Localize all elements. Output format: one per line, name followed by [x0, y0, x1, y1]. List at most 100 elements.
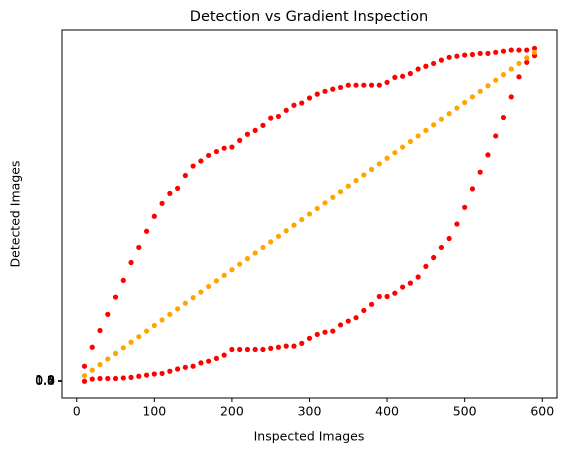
point	[438, 244, 444, 251]
y-axis-label: Detected Images	[8, 161, 23, 268]
point	[431, 60, 437, 67]
point	[330, 328, 336, 334]
point	[454, 221, 460, 227]
point	[337, 322, 344, 328]
point	[213, 278, 219, 284]
point	[275, 233, 282, 239]
point	[252, 127, 258, 133]
point	[89, 376, 95, 382]
point	[368, 82, 375, 88]
point	[500, 48, 507, 54]
point	[105, 311, 111, 317]
point	[143, 328, 150, 334]
point	[182, 172, 188, 179]
point	[345, 183, 351, 189]
x-tick-label: 0	[73, 404, 81, 419]
point	[89, 344, 95, 350]
point	[283, 107, 289, 113]
point	[493, 77, 499, 83]
point	[431, 122, 437, 128]
point	[237, 346, 243, 353]
point	[221, 145, 227, 151]
point	[229, 144, 235, 150]
x-tick-label: 300	[298, 404, 322, 419]
x-tick-label: 600	[530, 404, 554, 419]
point	[213, 148, 219, 155]
point	[198, 360, 204, 366]
point	[190, 163, 196, 169]
point	[97, 375, 103, 382]
point	[462, 204, 468, 210]
point	[423, 127, 429, 133]
point	[508, 47, 514, 53]
point	[229, 267, 235, 273]
point	[151, 322, 157, 329]
point	[392, 290, 398, 296]
point	[407, 280, 413, 286]
point	[392, 150, 398, 156]
point	[291, 102, 297, 108]
point	[345, 82, 351, 88]
point	[159, 200, 165, 207]
point	[136, 373, 142, 379]
point	[120, 345, 126, 351]
point	[438, 57, 444, 63]
point	[268, 345, 274, 351]
y-tick-label: 0.0	[35, 373, 55, 388]
point	[477, 169, 483, 175]
point	[268, 239, 274, 245]
point	[431, 254, 437, 261]
point	[462, 99, 468, 106]
point	[229, 346, 235, 353]
point	[446, 235, 452, 242]
point	[322, 329, 328, 335]
point	[244, 346, 251, 353]
point	[237, 261, 243, 267]
point	[407, 138, 413, 145]
point	[112, 375, 119, 382]
point	[275, 113, 282, 120]
point	[306, 95, 313, 101]
point	[136, 244, 142, 251]
point	[477, 88, 483, 94]
point	[120, 277, 126, 283]
point	[175, 185, 181, 191]
point	[306, 211, 313, 217]
point	[283, 343, 289, 349]
point	[198, 289, 204, 295]
x-tick-label: 500	[453, 404, 477, 419]
point	[128, 339, 134, 345]
point	[493, 49, 499, 55]
point	[252, 346, 258, 353]
point	[345, 318, 351, 324]
point	[407, 70, 413, 77]
point	[384, 155, 390, 161]
point	[531, 45, 538, 52]
y-tick-label: 0.2	[35, 373, 55, 388]
point	[314, 205, 320, 212]
point	[283, 228, 289, 234]
chart-title: Detection vs Gradient Inspection	[190, 9, 428, 25]
point	[330, 194, 336, 200]
point	[175, 366, 181, 372]
point	[508, 66, 514, 72]
point	[112, 294, 119, 300]
point	[105, 375, 111, 382]
point	[237, 137, 243, 143]
point	[493, 133, 499, 139]
point	[260, 244, 266, 251]
point	[353, 177, 359, 184]
x-tick-label: 200	[220, 404, 244, 419]
y-tick-label: 1.0	[35, 372, 55, 387]
y-tick-label: 0.4	[35, 373, 55, 388]
point	[190, 295, 196, 301]
point	[206, 152, 212, 159]
point	[454, 105, 460, 111]
point	[322, 88, 328, 94]
point	[516, 74, 522, 80]
point	[81, 363, 88, 369]
point	[400, 73, 406, 79]
point	[392, 74, 398, 80]
point	[299, 216, 305, 223]
point	[198, 158, 204, 164]
